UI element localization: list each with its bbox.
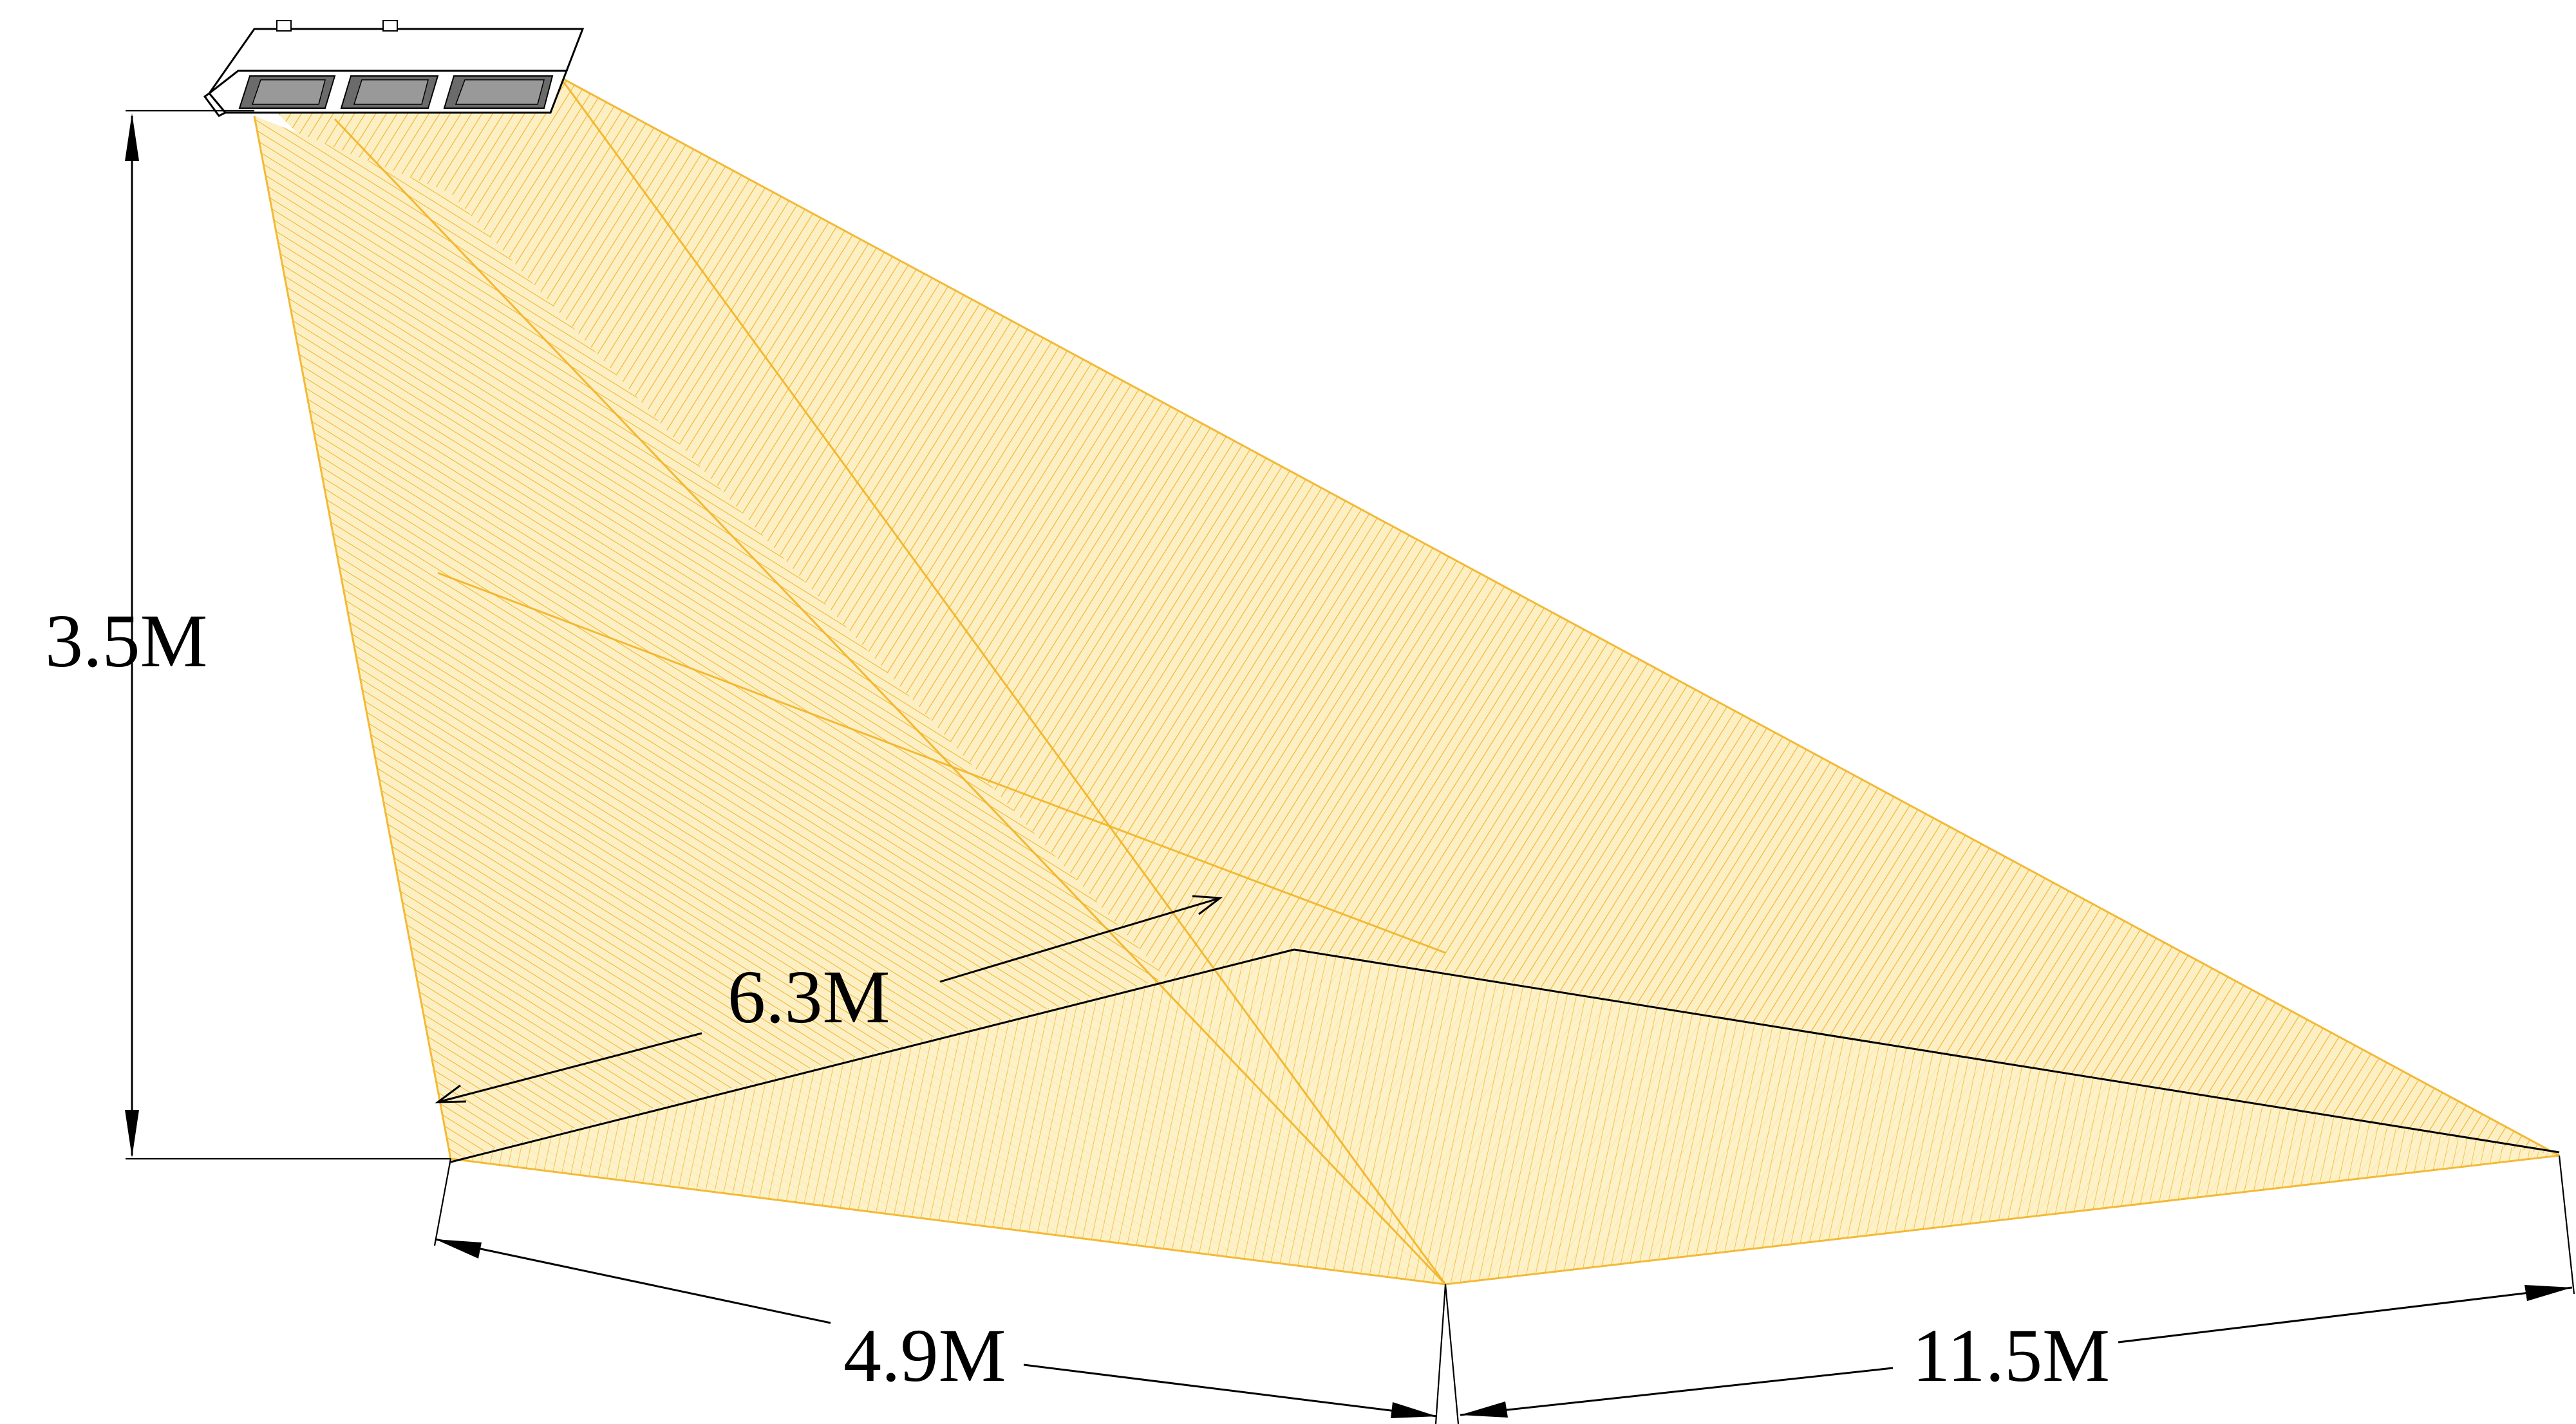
near-width-arrow-left xyxy=(435,1239,482,1259)
far-width-line-left xyxy=(1460,1367,1894,1416)
far-width-arrow-right xyxy=(2524,1285,2572,1301)
far-width-extension-left xyxy=(1444,1284,1460,1424)
diagonal-label: 6.3M xyxy=(728,955,890,1039)
fixture-led-module-2 xyxy=(340,75,439,109)
diagonal-measure-line xyxy=(450,948,1295,1163)
far-width-extension-right xyxy=(2558,1155,2575,1295)
near-width-extension-left xyxy=(433,1158,452,1246)
height-dimension: 3.5M xyxy=(45,109,451,1160)
diagonal-dimension: 6.3M xyxy=(435,895,2560,1163)
beam-edge-right xyxy=(559,76,2560,1157)
beam-edge-mid xyxy=(334,118,1447,1286)
near-width-arrow-right xyxy=(1391,1402,1437,1418)
height-label: 3.5M xyxy=(45,599,207,683)
diagonal-leader-1 xyxy=(437,1032,702,1103)
beam-edge-cross xyxy=(437,572,1446,954)
light-beam xyxy=(253,76,2560,1286)
led-light-fixture-icon xyxy=(203,20,585,117)
beam-edge-floor-near xyxy=(450,1157,1446,1286)
beam-face-far xyxy=(277,77,2559,1284)
fixture-led-module-3 xyxy=(443,75,554,109)
fixture-led-module-1 xyxy=(238,75,336,109)
far-width-label: 11.5M xyxy=(1912,1313,2110,1398)
beam-edge-inner xyxy=(559,77,1447,1285)
near-width-dimension: 4.9M xyxy=(433,1158,1447,1424)
far-width-line-right xyxy=(2118,1286,2573,1344)
diagonal-measure-line-far xyxy=(1293,948,2560,1154)
beam-edge-left xyxy=(253,115,452,1159)
far-width-dimension: 11.5M xyxy=(1444,1155,2575,1424)
beam-edge-floor-far xyxy=(1445,1154,2560,1286)
beam-footprint xyxy=(451,946,2559,1284)
near-width-line-left xyxy=(435,1238,831,1324)
near-width-label: 4.9M xyxy=(843,1313,1006,1398)
height-arrow-bottom xyxy=(125,1110,139,1157)
diagonal-arrow-right xyxy=(1192,895,1223,915)
near-width-extension-right xyxy=(1434,1284,1447,1424)
near-width-line-right xyxy=(1023,1363,1438,1418)
diagonal-arrow-left xyxy=(435,1084,467,1103)
height-arrow-top xyxy=(125,113,139,161)
far-width-arrow-left xyxy=(1460,1401,1508,1418)
diagonal-leader-2 xyxy=(939,897,1221,983)
